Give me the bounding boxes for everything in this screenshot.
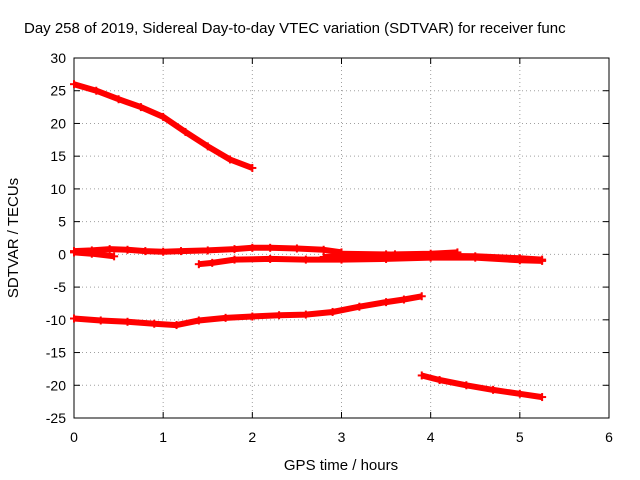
y-axis-label: SDTVAR / TECUs: [5, 178, 22, 298]
data-point: [538, 255, 547, 264]
data-point: [417, 292, 426, 301]
y-tick-label: -5: [54, 279, 67, 295]
data-point: [319, 252, 328, 261]
data-point: [489, 385, 498, 394]
tick-labels: -25 -20 -15 -10 -5 0 5 10 15 20 25 30 0 1 2 3 4 5 6: [46, 50, 613, 445]
data-point: [92, 86, 101, 95]
chart-title: Day 258 of 2019, Sidereal Day-to-day VTE…: [24, 20, 566, 37]
data-point: [226, 155, 235, 164]
data-point: [355, 302, 364, 311]
data-point: [515, 389, 524, 398]
data-point: [203, 246, 212, 255]
data-point: [105, 245, 114, 254]
data-point: [337, 249, 346, 258]
data-point: [266, 254, 275, 263]
x-axis-label: GPS time / hours: [284, 457, 398, 474]
data-point: [248, 163, 257, 172]
data-point: [538, 393, 547, 402]
data-point: [172, 321, 181, 330]
x-tick-label: 6: [605, 429, 613, 445]
data-point: [123, 317, 132, 326]
data-point: [203, 142, 212, 151]
data-point: [275, 311, 284, 320]
series-track-7: [73, 293, 423, 329]
data-point: [221, 313, 230, 322]
data-point: [382, 298, 391, 307]
x-tick-label: 1: [159, 429, 167, 445]
data-point: [230, 255, 239, 264]
data-point: [426, 251, 435, 260]
data-point: [248, 312, 257, 321]
data-point: [70, 314, 78, 323]
data-point: [301, 310, 310, 319]
data-point: [123, 245, 132, 254]
data-point: [248, 243, 257, 252]
data-point: [319, 245, 328, 254]
data-point: [114, 95, 123, 104]
x-tick-label: 4: [427, 429, 435, 445]
data-point: [150, 319, 159, 328]
data-point: [194, 260, 203, 269]
data-point: [70, 248, 78, 257]
y-tick-label: 15: [50, 148, 66, 164]
y-tick-label: 25: [50, 83, 66, 99]
data-point: [471, 252, 480, 261]
data-point: [515, 254, 524, 263]
data-point: [208, 258, 217, 267]
data-point: [159, 247, 168, 256]
data-point: [70, 80, 78, 89]
data-point: [136, 103, 145, 112]
x-tick-label: 2: [248, 429, 256, 445]
data-point: [159, 112, 168, 121]
data-point: [301, 255, 310, 264]
data-point: [435, 376, 444, 385]
grid: [74, 58, 609, 418]
data-point: [399, 295, 408, 304]
data-point: [328, 307, 337, 316]
data-point: [110, 252, 119, 261]
data-point: [87, 249, 96, 258]
x-tick-label: 5: [516, 429, 524, 445]
y-tick-label: 20: [50, 115, 66, 131]
data-point: [194, 316, 203, 325]
data-point: [230, 245, 239, 254]
data-point: [141, 247, 150, 256]
y-tick-label: 0: [58, 246, 66, 262]
y-tick-label: -15: [46, 345, 66, 361]
y-tick-label: 30: [50, 50, 66, 66]
data-point: [177, 247, 185, 256]
data-series: [70, 80, 547, 402]
y-tick-label: -25: [46, 410, 66, 426]
data-point: [181, 127, 190, 136]
data-point: [462, 381, 471, 390]
data-point: [382, 250, 391, 259]
data-point: [417, 371, 426, 380]
data-point: [292, 244, 301, 253]
x-tick-label: 3: [338, 429, 346, 445]
x-tick-label: 0: [70, 429, 78, 445]
y-tick-label: -10: [46, 312, 66, 328]
data-point: [266, 243, 275, 252]
y-tick-label: 10: [50, 181, 66, 197]
data-point: [96, 316, 105, 325]
y-tick-label: 5: [58, 214, 66, 230]
y-tick-label: -20: [46, 377, 66, 393]
